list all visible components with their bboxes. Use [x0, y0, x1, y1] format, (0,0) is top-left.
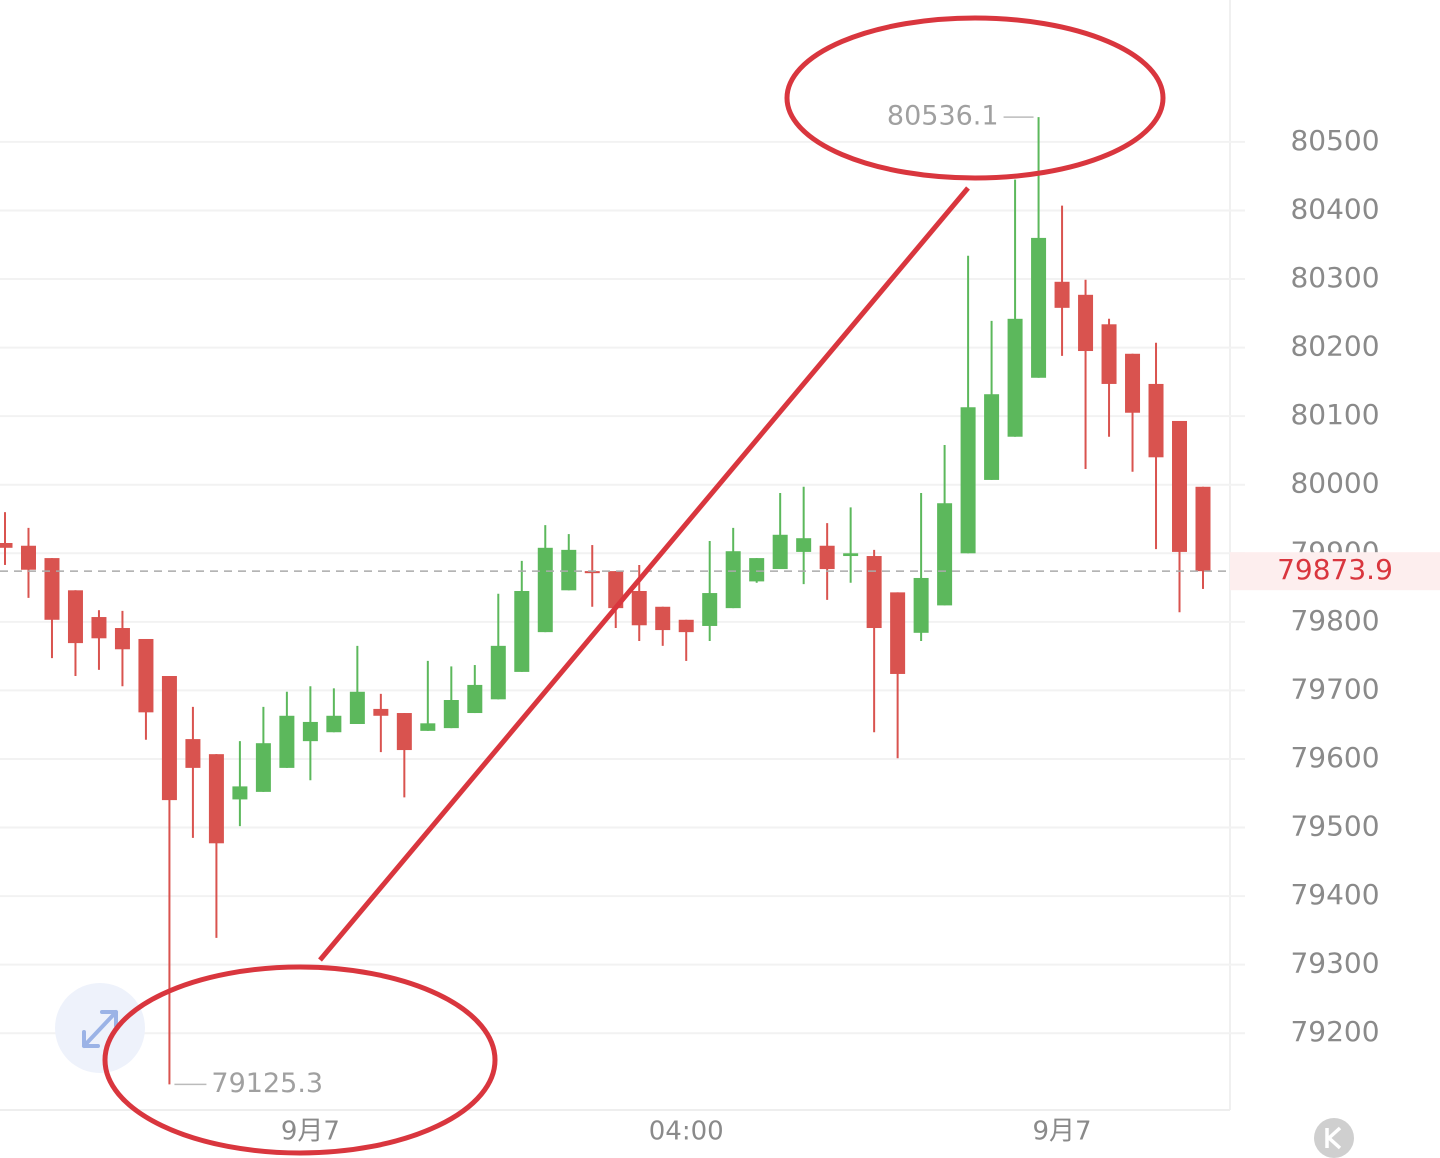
candle-body: [396, 713, 412, 751]
candle-body: [467, 684, 483, 714]
x-tick-label: 9月7: [281, 1117, 340, 1147]
candle-body: [960, 407, 976, 554]
y-tick-label: 80200: [1290, 330, 1379, 363]
candle-body: [608, 571, 624, 609]
candle-body: [114, 628, 130, 650]
candle-body: [514, 590, 530, 672]
last-price-box: [1230, 552, 1440, 591]
y-tick-label: 80300: [1290, 261, 1379, 294]
k-button[interactable]: [1314, 1118, 1354, 1158]
candle-body: [1125, 353, 1141, 413]
candle-body: [584, 571, 600, 574]
candle-body: [655, 606, 671, 631]
y-tick-label: 79300: [1290, 947, 1379, 980]
candle-body: [138, 638, 154, 713]
highlight-ellipse: [784, 15, 1166, 181]
candle-body: [326, 715, 342, 733]
candle-body: [185, 739, 201, 768]
candle-body: [843, 553, 859, 557]
candle-body: [772, 534, 788, 570]
candle-body: [678, 619, 694, 633]
min-label: 79125.3: [211, 1068, 323, 1099]
labels: 7920079300794007950079600797007980079900…: [0, 101, 1440, 1147]
candle-body: [1078, 294, 1094, 352]
trend-arrow: [318, 186, 970, 962]
candle-body: [725, 551, 741, 609]
y-tick-label: 79200: [1290, 1015, 1379, 1048]
candle-body: [749, 558, 765, 582]
candle-body: [631, 590, 647, 626]
candle-body: [91, 617, 107, 639]
candle-body: [1054, 281, 1070, 308]
candle-body: [255, 743, 271, 792]
y-tick-label: 79600: [1290, 741, 1379, 774]
candle-body: [490, 645, 506, 700]
candle-body: [420, 723, 436, 731]
candle-body: [537, 547, 553, 633]
candle-body: [1031, 237, 1047, 378]
candle-body: [208, 754, 224, 844]
y-tick-label: 80000: [1290, 467, 1379, 500]
candle-body: [702, 593, 718, 626]
highlight-ellipse: [102, 964, 498, 1156]
candle-body: [984, 394, 1000, 480]
candle-body: [819, 545, 835, 570]
candle-body: [1195, 486, 1211, 572]
candle-body: [443, 700, 459, 729]
k-icon: [1325, 1126, 1342, 1150]
candle-body: [279, 715, 295, 768]
candle-body: [1172, 420, 1188, 552]
x-tick-label: 9月7: [1033, 1117, 1092, 1147]
expand-button[interactable]: [55, 983, 145, 1073]
candle-body: [373, 708, 389, 716]
candle-body: [161, 676, 177, 801]
candle-body: [0, 543, 13, 548]
expand-icon: [82, 1010, 118, 1048]
last-price-label: 79873.9: [1277, 553, 1393, 586]
candle-body: [232, 786, 248, 800]
y-tick-label: 79700: [1290, 672, 1379, 705]
y-tick-label: 79500: [1290, 810, 1379, 843]
y-tick-label: 80400: [1290, 192, 1379, 225]
candle-body: [890, 592, 906, 674]
candle-body: [937, 503, 953, 606]
candle-body: [796, 538, 812, 552]
y-tick-label: 79400: [1290, 878, 1379, 911]
x-tick-label: 04:00: [649, 1117, 724, 1147]
y-tick-label: 80100: [1290, 398, 1379, 431]
y-tick-label: 80500: [1290, 124, 1379, 157]
max-label: 80536.1: [887, 101, 999, 132]
k-bg: [1314, 1118, 1354, 1158]
candle-body: [302, 721, 318, 742]
candles: [0, 117, 1211, 1085]
candle-body: [866, 556, 882, 629]
candle-body: [1007, 318, 1023, 437]
candle-body: [349, 691, 365, 725]
candle-body: [44, 558, 60, 620]
candle-body: [1148, 383, 1164, 458]
candle-body: [913, 577, 929, 633]
y-tick-label: 79800: [1290, 604, 1379, 637]
candle-body: [67, 590, 83, 644]
annotation-marks: [102, 15, 1166, 1156]
candle-body: [561, 549, 577, 591]
candle-body: [20, 545, 36, 570]
candle-body: [1101, 324, 1117, 384]
